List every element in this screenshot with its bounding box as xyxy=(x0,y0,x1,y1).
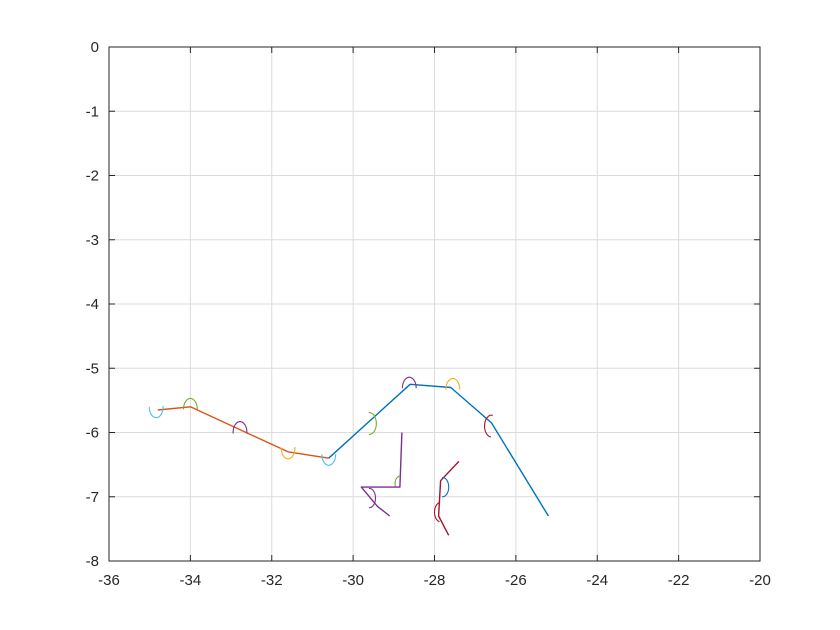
arc-mark-7 xyxy=(401,376,417,389)
y-tick-label: -1 xyxy=(86,103,99,120)
arc-mark-4 xyxy=(280,447,296,460)
arc-mark-12 xyxy=(368,487,377,509)
x-tick-label: -28 xyxy=(424,572,446,589)
x-tick-label: -26 xyxy=(505,572,527,589)
arc-mark-8 xyxy=(445,377,461,390)
y-tick-label: -8 xyxy=(86,553,99,570)
y-tick-label: -3 xyxy=(86,232,99,249)
y-tick-label: -2 xyxy=(86,168,99,185)
x-tick-label: -20 xyxy=(749,572,771,589)
series-line-1 xyxy=(157,406,329,459)
y-tick-label: -4 xyxy=(86,296,99,313)
data-series xyxy=(148,376,549,536)
series-line-3 xyxy=(360,432,403,517)
axis-ticks xyxy=(108,46,761,562)
x-tick-label: -24 xyxy=(586,572,608,589)
y-tick-label: -7 xyxy=(86,489,99,506)
tick-labels: -36 -34 -32 -30 -28 -26 -24 -22 -20 0 -1 -2 -3 -4 -5 -6… xyxy=(86,39,771,589)
arc-mark-5 xyxy=(321,454,337,466)
x-tick-label: -32 xyxy=(261,572,283,589)
x-tick-label: -30 xyxy=(342,572,364,589)
x-tick-label: -36 xyxy=(98,572,120,589)
arc-mark-3 xyxy=(232,421,248,434)
arc-mark-13 xyxy=(394,475,400,487)
y-tick-label: -5 xyxy=(86,360,99,377)
arc-mark-6 xyxy=(368,412,377,435)
arc-mark-10 xyxy=(442,476,450,498)
series-line-4 xyxy=(437,460,460,536)
arc-mark-11 xyxy=(433,502,441,523)
arc-mark-1 xyxy=(148,405,164,419)
x-tick-label: -34 xyxy=(180,572,202,589)
x-tick-label: -22 xyxy=(668,572,690,589)
arc-mark-2 xyxy=(182,397,198,410)
y-tick-label: 0 xyxy=(91,39,99,56)
y-tick-label: -6 xyxy=(86,425,99,442)
series-line-2 xyxy=(328,383,549,517)
arc-mark-9 xyxy=(483,414,493,438)
